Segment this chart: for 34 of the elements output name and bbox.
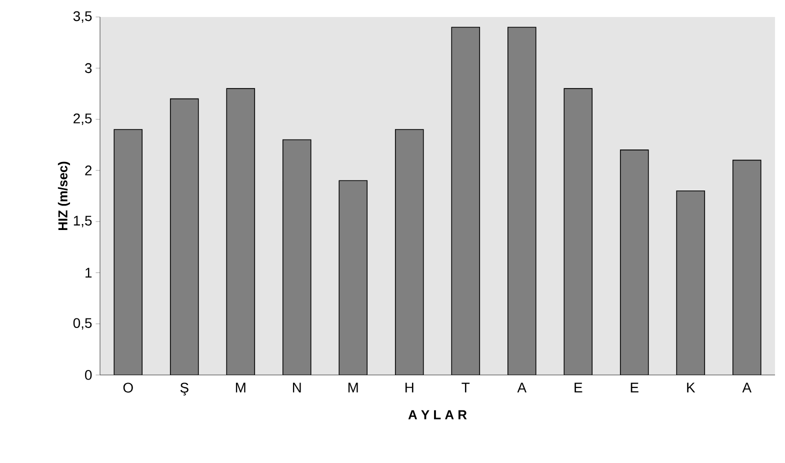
bar: [676, 190, 706, 375]
bar: [226, 88, 256, 375]
bar: [620, 150, 649, 375]
x-tick-label: A: [517, 382, 527, 392]
x-tick-label: E: [630, 382, 638, 392]
x-tick-label: O: [123, 382, 133, 393]
x-tick-label: K: [687, 382, 696, 392]
bar: [282, 139, 312, 375]
x-tick-label: A: [742, 382, 752, 392]
x-tick-label: Ş: [180, 382, 188, 396]
y-tick-label: 1,5: [74, 216, 92, 228]
x-tick-label: T: [462, 382, 470, 392]
y-tick-label: 3: [85, 63, 92, 74]
x-tick-label: M: [236, 382, 246, 392]
y-tick-label: 0,5: [73, 318, 92, 330]
y-tick-label: 2: [85, 166, 92, 176]
x-tick-label: M: [348, 382, 358, 392]
bar: [114, 129, 143, 375]
x-tick-label: E: [574, 382, 582, 392]
y-tick-label: 2,5: [74, 114, 92, 126]
bar: [394, 129, 424, 375]
bar: [451, 26, 480, 375]
x-tick-label: H: [405, 382, 414, 392]
bar: [732, 160, 762, 375]
y-tick-label: 1: [86, 268, 92, 278]
y-tick-label: 0: [85, 370, 92, 380]
bar: [507, 26, 536, 375]
x-tick-label: N: [292, 382, 301, 392]
y-tick-label: 3,5: [73, 11, 92, 23]
y-axis-title: HIZ (m/sec): [58, 162, 70, 230]
bar: [338, 180, 368, 375]
bar: [564, 88, 593, 375]
x-axis-title: A Y L A R: [408, 410, 467, 420]
bar: [170, 98, 199, 375]
